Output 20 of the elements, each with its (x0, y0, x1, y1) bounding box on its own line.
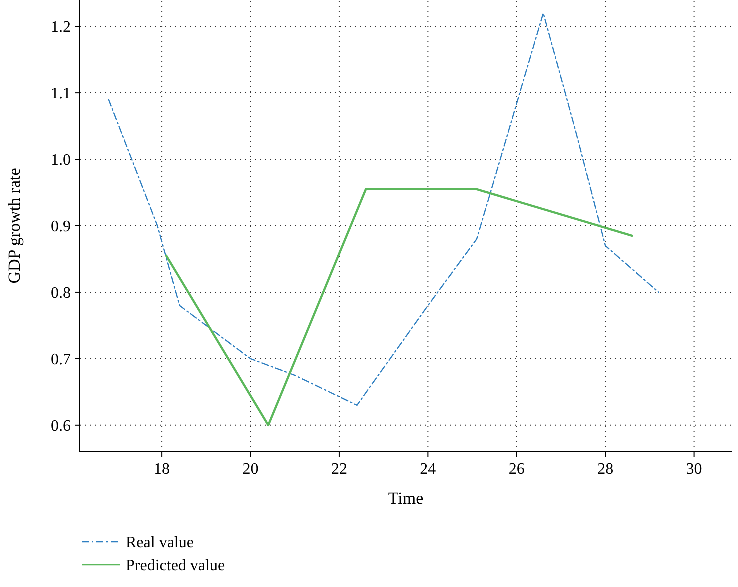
y-tick-label: 0.6 (51, 418, 71, 436)
line-series (165, 188, 634, 427)
y-tick-label: 0.8 (51, 285, 71, 302)
y-axis-title: GDP growth rate (5, 168, 24, 284)
legend-label: Predicted value (126, 558, 226, 575)
y-tick-label: 1.2 (51, 19, 71, 36)
y-tick-label: 1.1 (51, 86, 71, 103)
y-tick-label: 0.7 (51, 352, 71, 369)
x-tick-label: 28 (598, 461, 614, 478)
y-tick-label: 1.0 (51, 152, 71, 170)
x-tick-label: 22 (331, 461, 348, 478)
x-tick-label: 18 (154, 461, 170, 478)
x-tick-label: 20 (242, 461, 259, 478)
x-tick-label: 26 (508, 461, 525, 478)
x-tick-label: 30 (686, 461, 702, 478)
x-axis-title: Time (388, 489, 424, 508)
line-series (108, 12, 660, 406)
legend-label: Real value (126, 534, 194, 552)
y-tick-label: 0.9 (51, 218, 71, 236)
x-tick-label: 24 (420, 461, 436, 478)
